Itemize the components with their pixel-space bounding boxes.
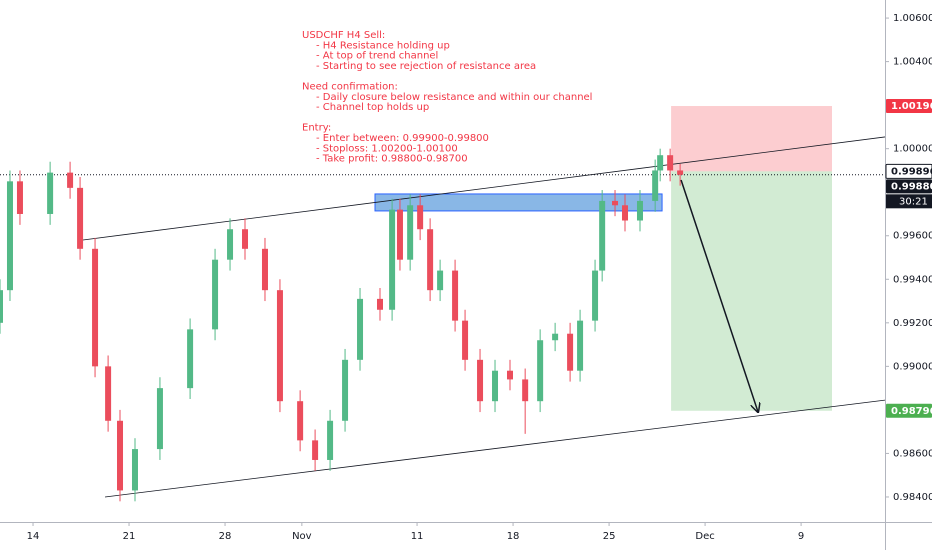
annotation-item: - Stoploss: 1.00200-1.00100 (316, 143, 458, 154)
y-tick-label: 1.00400 (893, 57, 932, 68)
candle-body (506, 370, 513, 380)
candle-body (462, 320, 469, 360)
annotation-item: - At top of trend channel (316, 51, 438, 62)
price-label-bg (886, 403, 932, 418)
countdown: 30:21 (899, 196, 928, 207)
candle-body (6, 181, 13, 291)
annotation-item: - Daily closure below resistance and wit… (316, 92, 592, 103)
annotation-item: - Enter between: 0.99900-0.99800 (316, 133, 489, 144)
x-tick-label: 11 (411, 531, 424, 542)
price-label: 0.98796 (891, 406, 932, 417)
candle-body (537, 340, 544, 402)
candle-body (47, 172, 54, 214)
candle-body (552, 333, 559, 341)
trendline (104, 399, 886, 498)
candle-body (599, 200, 606, 271)
arrow (680, 179, 758, 412)
candle-body (276, 290, 283, 402)
candle-body (492, 370, 499, 402)
candle-body (16, 181, 23, 214)
candle-body (342, 359, 349, 421)
candle-body (417, 205, 424, 230)
candle-body (357, 298, 364, 360)
x-tick-label: 14 (27, 531, 40, 542)
candle-body (592, 270, 599, 321)
candle-body (131, 449, 138, 491)
candle-body (187, 329, 194, 389)
candle-body (0, 290, 3, 323)
candle-body (156, 388, 163, 450)
candle-body (427, 229, 434, 291)
candle-body (117, 420, 124, 491)
trendline (81, 136, 886, 241)
y-tick-label: 0.99000 (893, 361, 932, 372)
annotation-item: - H4 Resistance holding up (316, 40, 450, 51)
candle-body (312, 440, 319, 460)
y-tick-label: 1.00600 (893, 13, 932, 24)
price-label-bg (885, 163, 932, 179)
candle-body (212, 259, 219, 330)
candle-body (567, 333, 574, 371)
candle-body (396, 209, 403, 260)
x-tick-label: Dec (695, 531, 714, 542)
stop-zone (671, 106, 833, 172)
y-tick-label: 0.99400 (893, 274, 932, 285)
candle-body (677, 170, 684, 175)
x-tick-label: 28 (219, 531, 232, 542)
candle-body (389, 209, 396, 310)
price-label: 1.00196 (891, 101, 932, 112)
price-label-bg (886, 179, 932, 194)
candle-body (477, 359, 484, 402)
candle-body (297, 401, 304, 441)
candle-body (77, 187, 84, 249)
x-tick-label: Nov (292, 531, 312, 542)
annotation-item: - Starting to see rejection of resistanc… (316, 61, 536, 72)
y-tick-label: 1.00000 (893, 144, 932, 155)
price-label-bg (886, 99, 932, 114)
candle-body (667, 155, 674, 171)
annotation-item: - Channel top holds up (316, 102, 429, 113)
candle-body (92, 248, 99, 367)
candle-body (376, 298, 383, 310)
candle-body (522, 379, 529, 402)
y-tick-label: 0.99600 (893, 231, 932, 242)
annotation-heading: Need confirmation: (302, 82, 398, 93)
candle-body (652, 170, 659, 201)
candle-body (636, 200, 643, 221)
annotation-heading: USDCHF H4 Sell: (302, 30, 385, 41)
price-label: 0.99880 (891, 181, 932, 192)
y-tick-label: 0.98400 (893, 492, 932, 503)
candle-body (612, 200, 619, 206)
candle-body (67, 172, 74, 188)
x-tick-label: 21 (123, 531, 136, 542)
candle-body (577, 320, 584, 371)
candle-body (242, 229, 249, 249)
price-label: 0.99896 (891, 166, 932, 177)
x-tick-label: 18 (507, 531, 520, 542)
x-tick-label: 25 (603, 531, 616, 542)
annotation-heading: Entry: (302, 123, 331, 134)
target-zone (671, 171, 833, 411)
annotation-item: - Take profit: 0.98800-0.98700 (316, 154, 468, 165)
candle-body (261, 248, 268, 291)
candle-body (227, 229, 234, 260)
y-tick-label: 0.98600 (893, 448, 932, 459)
candle-body (105, 366, 112, 421)
countdown-bg (886, 194, 932, 209)
candle-body (407, 205, 414, 260)
candle-body (657, 155, 664, 171)
candle-body (622, 205, 629, 221)
candle-body (452, 270, 459, 321)
candle-body (327, 420, 334, 460)
candle-body (437, 270, 444, 291)
y-tick-label: 0.99200 (893, 318, 932, 329)
x-tick-label: 9 (798, 531, 804, 542)
